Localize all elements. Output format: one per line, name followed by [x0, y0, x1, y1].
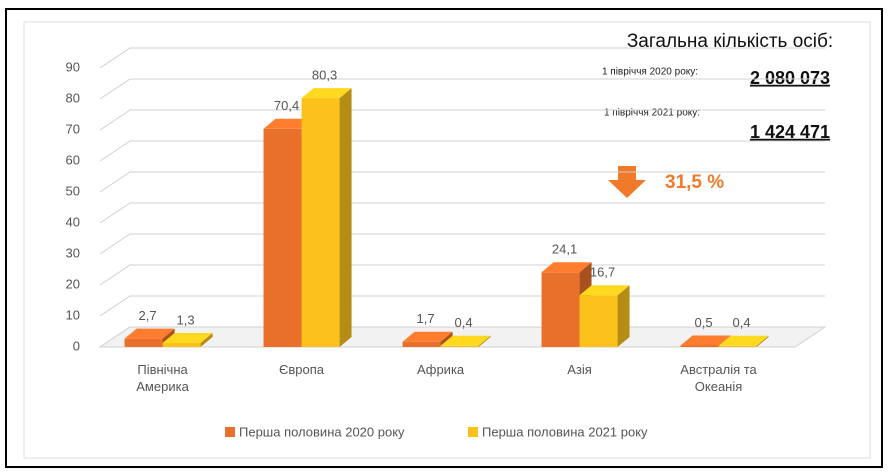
grid-line [99, 47, 825, 69]
chart-area [23, 21, 871, 459]
x-tick-label: Австралія та Океанія [680, 362, 757, 394]
value-label: 0,4 [733, 315, 751, 330]
bar [301, 98, 340, 347]
value-label: 1,3 [177, 312, 195, 327]
value-label: 80,3 [312, 68, 337, 83]
bar [124, 338, 163, 347]
value-label: 70,4 [274, 98, 299, 113]
y-tick-label: 30 [66, 245, 80, 260]
frame [5, 8, 883, 468]
value-label: 16,7 [590, 265, 615, 280]
y-tick-label: 70 [66, 121, 80, 136]
label-2021: 1 півріччя 2021 року: [604, 108, 700, 119]
bar [680, 345, 719, 347]
bar-top [680, 335, 731, 346]
bar-side [440, 331, 453, 347]
y-tick-label: 0 [73, 338, 80, 353]
bar-top [402, 331, 453, 342]
bar [162, 342, 201, 347]
bar-side [339, 88, 352, 347]
bar-side [200, 332, 213, 347]
value-label: 2,7 [139, 308, 157, 323]
total-title: Загальна кількість осіб: [627, 31, 833, 52]
bar [440, 345, 479, 347]
bar-top [162, 332, 213, 343]
y-tick-label: 50 [66, 183, 80, 198]
legend-swatch [225, 427, 235, 437]
bar-top [541, 262, 592, 273]
grid-line [99, 202, 825, 224]
bar [263, 128, 302, 347]
bar-top [718, 335, 769, 346]
grid-line [99, 171, 825, 193]
bar [718, 345, 757, 347]
bar-side [617, 285, 630, 347]
x-tick-label: Європа [279, 362, 325, 377]
legend-label: Перша половина 2020 року [239, 424, 405, 439]
y-tick-label: 60 [66, 152, 80, 167]
grid-line [99, 233, 825, 255]
bar-top [263, 118, 314, 129]
total-2021: 1 424 471 [750, 122, 830, 142]
value-label: 24,1 [552, 242, 577, 257]
value-label: 0,5 [695, 315, 713, 330]
grid-line [99, 109, 825, 131]
legend-label: Перша половина 2021 року [482, 424, 648, 439]
grid-line [99, 264, 825, 286]
decrease: 31,5 % [665, 172, 724, 193]
y-tick-label: 20 [66, 276, 80, 291]
total-2020: 2 080 073 [750, 68, 830, 88]
bar-top [124, 328, 175, 339]
grid-line [99, 140, 825, 162]
grid-line [99, 78, 825, 100]
bar [402, 341, 441, 347]
value-label: 0,4 [455, 315, 473, 330]
x-tick-label: Африка [416, 362, 465, 377]
y-tick-label: 10 [66, 307, 80, 322]
y-tick-label: 90 [66, 59, 80, 74]
bar [579, 295, 618, 347]
down-arrow [608, 166, 646, 198]
bar-side [478, 335, 491, 347]
x-tick-label: Азія [567, 362, 592, 377]
label-2020: 1 півріччя 2020 року: [602, 67, 698, 78]
bar [541, 272, 580, 347]
value-label: 1,7 [417, 311, 435, 326]
legend-swatch [468, 427, 478, 437]
bar-side [756, 335, 769, 347]
bar-top [579, 285, 630, 296]
x-tick-label: Північна Америка [136, 362, 189, 394]
bar-top [301, 88, 352, 99]
y-tick-label: 40 [66, 214, 80, 229]
bar-top [440, 335, 491, 346]
y-tick-label: 80 [66, 90, 80, 105]
